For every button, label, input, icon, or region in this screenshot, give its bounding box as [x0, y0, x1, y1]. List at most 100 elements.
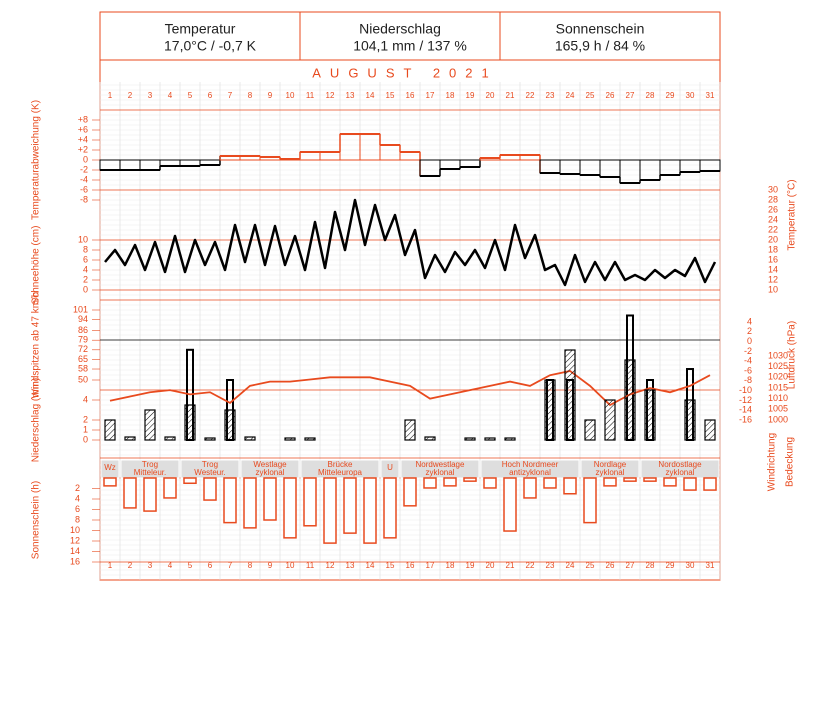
sun-bar: [163, 477, 177, 499]
precip-bar: [684, 399, 696, 441]
sun-bar: [203, 477, 217, 501]
tick-label: 1: [83, 424, 88, 434]
sun-bar: [323, 477, 337, 544]
axis-title: Niederschlag (mm): [31, 378, 42, 462]
day-label: 10: [286, 561, 295, 570]
sun-bar: [183, 477, 197, 484]
tick-label: 24: [768, 214, 778, 224]
weather-type-label: Trog: [142, 460, 158, 469]
tick-label: -16: [739, 414, 752, 424]
tick-label: 1005: [768, 404, 788, 414]
tick-label: 14: [768, 264, 778, 274]
tick-label: 10: [70, 525, 80, 535]
precip-bar: [404, 419, 416, 441]
day-label: 3: [148, 91, 153, 100]
deviation-box: [559, 159, 581, 175]
axis-title: Schneehöhe (cm): [31, 226, 42, 305]
precip-bar: [624, 359, 636, 441]
day-label: 24: [566, 561, 575, 570]
day-label: 14: [366, 91, 375, 100]
sun-bar: [383, 477, 397, 539]
sun-bar: [363, 477, 377, 544]
tick-label: -6: [80, 184, 88, 194]
weather-type-label: Nordwestlage: [416, 460, 465, 469]
precip-bar: [284, 437, 296, 441]
tick-label: 30: [768, 184, 778, 194]
tick-label: 12: [70, 535, 80, 545]
tick-label: -14: [739, 405, 752, 415]
tick-label: 26: [768, 204, 778, 214]
deviation-box: [359, 133, 381, 161]
sun-bar: [343, 477, 357, 534]
precip-bar: [304, 437, 316, 441]
sun-bar: [243, 477, 257, 529]
weather-type-label: Trog: [202, 460, 218, 469]
tick-label: 1000: [768, 414, 788, 424]
tick-label: 4: [75, 493, 80, 503]
tick-label: 12: [768, 274, 778, 284]
sun-bar: [503, 477, 517, 532]
day-label: 2: [128, 91, 133, 100]
precip-bar: [144, 409, 156, 441]
weather-type-label: antizyklonal: [509, 468, 551, 477]
temperature-line: [104, 198, 717, 287]
tick-label: 72: [78, 344, 88, 354]
day-label: 10: [286, 91, 295, 100]
deviation-box: [579, 159, 601, 176]
precip-bar: [424, 436, 436, 441]
day-label: 26: [606, 561, 615, 570]
tick-label: 0: [83, 284, 88, 294]
tick-label: 1015: [768, 382, 788, 392]
weather-type-label: Hoch Nordmeer: [502, 460, 559, 469]
sun-bar: [663, 477, 677, 487]
header-label: Sonnenschein: [556, 21, 645, 37]
tick-label: -4: [80, 174, 88, 184]
weather-type-label: Nordlage: [594, 460, 627, 469]
day-label: 26: [606, 91, 615, 100]
tick-label: 14: [70, 546, 80, 556]
tick-label: -8: [80, 194, 88, 204]
sun-bar: [423, 477, 437, 489]
precip-bar: [564, 349, 576, 441]
day-label: 16: [406, 91, 415, 100]
tick-label: 16: [70, 556, 80, 566]
day-label: 8: [248, 561, 253, 570]
deviation-box: [599, 159, 621, 178]
header-label: Niederschlag: [359, 21, 441, 37]
day-label: 17: [426, 91, 435, 100]
header-value: 104,1 mm / 137 %: [353, 38, 467, 54]
precip-bar: [104, 419, 116, 441]
sun-bar: [583, 477, 597, 524]
sun-bar: [683, 477, 697, 491]
deviation-box: [299, 151, 321, 161]
precip-bar: [604, 399, 616, 441]
day-label: 15: [386, 91, 395, 100]
tick-label: 1025: [768, 361, 788, 371]
day-label: 28: [646, 561, 655, 570]
axis-title: Sonnenschein (h): [31, 481, 42, 559]
day-label: 27: [626, 561, 635, 570]
sun-bar: [263, 477, 277, 521]
tick-label: 28: [768, 194, 778, 204]
tick-label: +4: [78, 134, 88, 144]
precip-bar: [224, 409, 236, 441]
tick-label: -8: [744, 375, 752, 385]
day-label: 6: [208, 561, 213, 570]
tick-label: -10: [739, 385, 752, 395]
plot: 1122334455667788991010111112121313141415…: [31, 82, 798, 580]
day-label: 23: [546, 91, 555, 100]
day-label: 29: [666, 561, 675, 570]
precip-bar: [124, 436, 136, 441]
day-label: 6: [208, 91, 213, 100]
sun-bar: [643, 477, 657, 482]
tick-label: 0: [83, 434, 88, 444]
day-label: 11: [306, 91, 315, 100]
weather-type-label: Westlage: [253, 460, 287, 469]
tick-label: 1010: [768, 393, 788, 403]
tick-label: 101: [73, 304, 88, 314]
deviation-box: [439, 159, 461, 170]
weather-type-label: zyklonal: [596, 468, 625, 477]
tick-label: 50: [78, 374, 88, 384]
tick-label: 94: [78, 314, 88, 324]
deviation-box: [659, 159, 681, 176]
